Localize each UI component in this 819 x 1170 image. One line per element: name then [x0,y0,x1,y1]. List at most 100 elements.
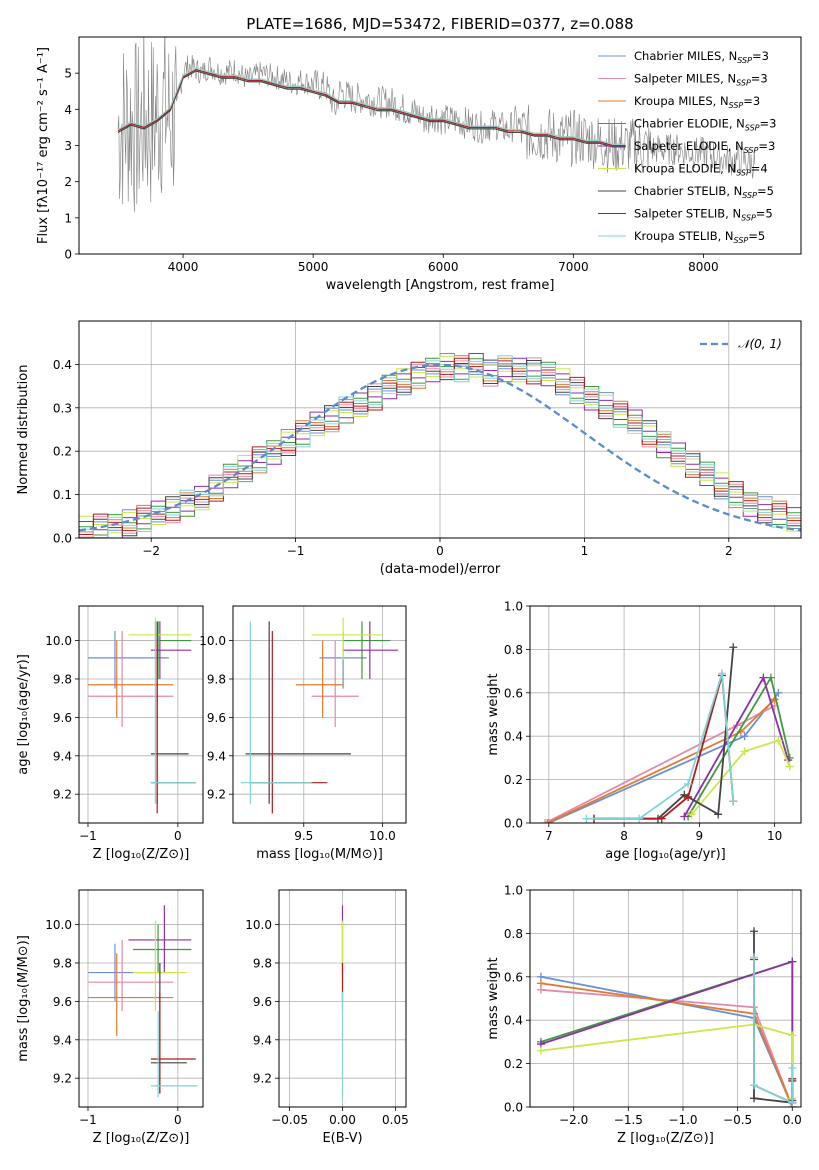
x-tick-label: 1 [581,544,589,558]
x-tick-label: 6000 [428,260,459,274]
legend-tail: =3 [743,94,760,108]
axes-frame [78,36,802,255]
axes-frame [278,889,407,1108]
weight-line-salpeter_miles [544,705,776,823]
weight-marker-kroupa_miles [536,979,545,988]
weight-line-kroupa_elodie [691,739,791,815]
axes-frame [78,889,204,1108]
residual-histogram-kroupa_miles [79,355,801,538]
y-tick-label: 9.6 [253,995,272,1009]
axes-massweight-vs-Z: −2.0 −1.5 −1.0 −0.5 0.0 0.0 0.2 0.4 0.6 0.8 1.0 Z [… [486,884,802,1147]
legend-tail: =5 [748,229,765,243]
y-tick-label: 9.8 [207,672,226,686]
y-tick-label: 9.6 [53,711,72,725]
plot-area-age-vs-mass [240,617,399,814]
model-spectrum-chabrier_stelib [117,70,626,148]
x-tick-label: 7 [545,829,553,843]
weight-marker-kroupa_stelib [582,814,591,823]
legend-label: Salpeter ELODIE, N [634,139,744,153]
y-tick-label: 0.6 [504,686,523,700]
axes-frame [232,605,407,824]
y-tick-label: 0.6 [504,970,523,984]
y-axis-label: mass [log₁₀(M/M⊙)] [16,935,31,1062]
y-tick-label: 0.0 [504,1101,523,1115]
x-tick-label: 10.0 [369,829,396,843]
weight-marker-salpeter_stelib [684,792,693,801]
residual-histogram-chabrier_miles [79,353,801,538]
weight-marker-kroupa_elodie [687,810,696,819]
weight-marker-chabrier_elodie [766,673,775,682]
plot-area-age-vs-Z [87,617,196,814]
x-tick-label: 8000 [688,260,719,274]
residual-histogram-chabrier_stelib [79,359,801,538]
weight-marker-chabrier_stelib [729,643,738,652]
weight-line-salpeter_stelib [594,675,735,820]
residual-histogram-salpeter_elodie [79,353,801,538]
y-tick-label: 0.2 [504,773,523,787]
legend-entry-normal: 𝒩(0, 1) [738,337,782,351]
weight-marker-kroupa_elodie [788,1031,797,1040]
y-tick-label: 0 [64,248,72,262]
weight-marker-salpeter_stelib [657,814,666,823]
legend-subscript: SSP [729,101,744,110]
y-tick-label: 9.8 [253,956,272,970]
plot-area-massweight-vs-Z [536,927,797,1107]
x-axis-label: Z [log₁₀(Z/Z⊙)] [617,1131,714,1146]
axes-frame [529,889,802,1108]
legend-subscript: SSP [734,236,749,245]
y-axis-label: Flux [fλ10⁻¹⁷ erg cm⁻² s⁻¹ A⁻¹] [36,47,51,244]
x-tick-label: 0 [174,829,182,843]
x-axis-label: mass [log₁₀(M/M⊙)] [256,847,383,862]
weight-marker-kroupa_stelib [717,669,726,678]
weight-marker-kroupa_elodie [774,736,783,745]
legend-entry-kroupa_miles: Kroupa MILES, NSSP=3 [634,94,760,110]
legend-tail: =3 [758,139,775,153]
y-axis-label: Normed distribution [16,365,31,495]
legend-entry-chabrier_elodie: Chabrier ELODIE, NSSP=3 [634,117,776,133]
y-tick-label: 9.6 [53,995,72,1009]
y-tick-label: 2 [64,175,72,189]
y-tick-label: 10.0 [45,634,72,648]
y-tick-label: 3 [64,139,72,153]
x-tick-label: −2 [142,544,160,558]
legend-tail: =3 [760,117,777,131]
weight-marker-kroupa_elodie [785,762,794,771]
axes-spectrum: 4000 5000 6000 7000 8000 0 1 2 3 4 5 wavelength [An… [36,36,802,293]
x-tick-label: 0.00 [329,1113,356,1127]
legend-tail: =5 [756,207,773,221]
weight-marker-chabrier_stelib [714,810,723,819]
x-axis-label: E(B-V) [322,1131,362,1146]
y-tick-label: 1 [64,211,72,225]
axes-mass-vs-ebv: −0.05 0.00 0.05 9.2 9.4 9.6 9.8 10.0 E(B-V) [245,889,409,1146]
legend-entry-kroupa_elodie: Kroupa ELODIE, NSSP=4 [634,162,768,178]
legend-entry-chabrier_miles: Chabrier MILES, NSSP=3 [634,49,769,65]
y-tick-label: 9.4 [53,1033,72,1047]
axes-massweight-vs-age: 7 8 9 10 0.0 0.2 0.4 0.6 0.8 1.0 age [log₁₀(age/yr… [486,600,802,862]
x-tick-label: 5000 [298,260,329,274]
x-tick-label: 4000 [168,260,199,274]
x-tick-label: 0.05 [382,1113,409,1127]
weight-marker-chabrier_miles [740,732,749,741]
legend-label: Chabrier STELIB, N [634,184,742,198]
x-tick-label: 8 [620,829,628,843]
residual-histogram-kroupa_elodie [79,355,801,534]
legend-label: Salpeter STELIB, N [634,207,741,221]
legend-subscript: SSP [742,191,757,200]
weight-marker-salpeter_miles [541,819,550,823]
legend-label: Kroupa STELIB, N [634,229,734,243]
x-axis-label: (data-model)/error [380,562,501,577]
legend-entry-salpeter_elodie: Salpeter ELODIE, NSSP=3 [634,139,775,155]
x-tick-label: −1 [79,1113,97,1127]
weight-marker-chabrier_stelib [750,1094,759,1103]
x-tick-label: −1.0 [668,1113,697,1127]
weight-marker-kroupa_elodie [740,747,749,756]
residual-histogram-kroupa_stelib [79,355,801,538]
y-axis-label: age [log₁₀(age/yr)] [16,654,31,775]
axes-mass-vs-Z: −1 0 9.2 9.4 9.6 9.8 10.0 Z [log₁₀(Z/Z⊙)] mass [… [16,889,204,1146]
weight-marker-salpeter_elodie [680,812,689,821]
y-tick-label: 0.1 [53,488,72,502]
legend-subscript: SSP [744,146,759,155]
weight-line-kroupa_stelib [753,957,794,1105]
x-tick-label: 9.5 [294,829,313,843]
